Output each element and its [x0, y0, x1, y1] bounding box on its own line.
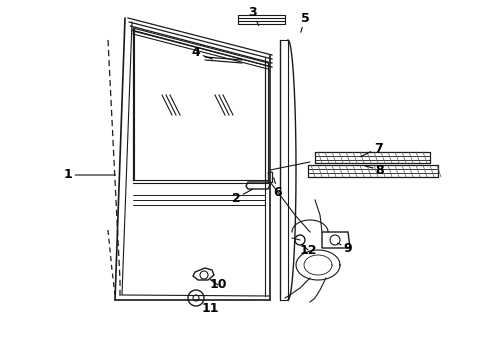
- Text: 12: 12: [299, 243, 317, 256]
- Text: 7: 7: [361, 141, 382, 157]
- Text: 6: 6: [274, 178, 282, 199]
- Text: 8: 8: [365, 163, 384, 176]
- Text: 2: 2: [232, 189, 252, 204]
- Text: 5: 5: [301, 12, 309, 32]
- Text: 1: 1: [64, 168, 115, 181]
- Text: 10: 10: [209, 279, 227, 292]
- Text: 3: 3: [247, 5, 259, 26]
- Text: 11: 11: [198, 300, 219, 315]
- Text: 9: 9: [338, 242, 352, 255]
- Text: 4: 4: [192, 46, 212, 59]
